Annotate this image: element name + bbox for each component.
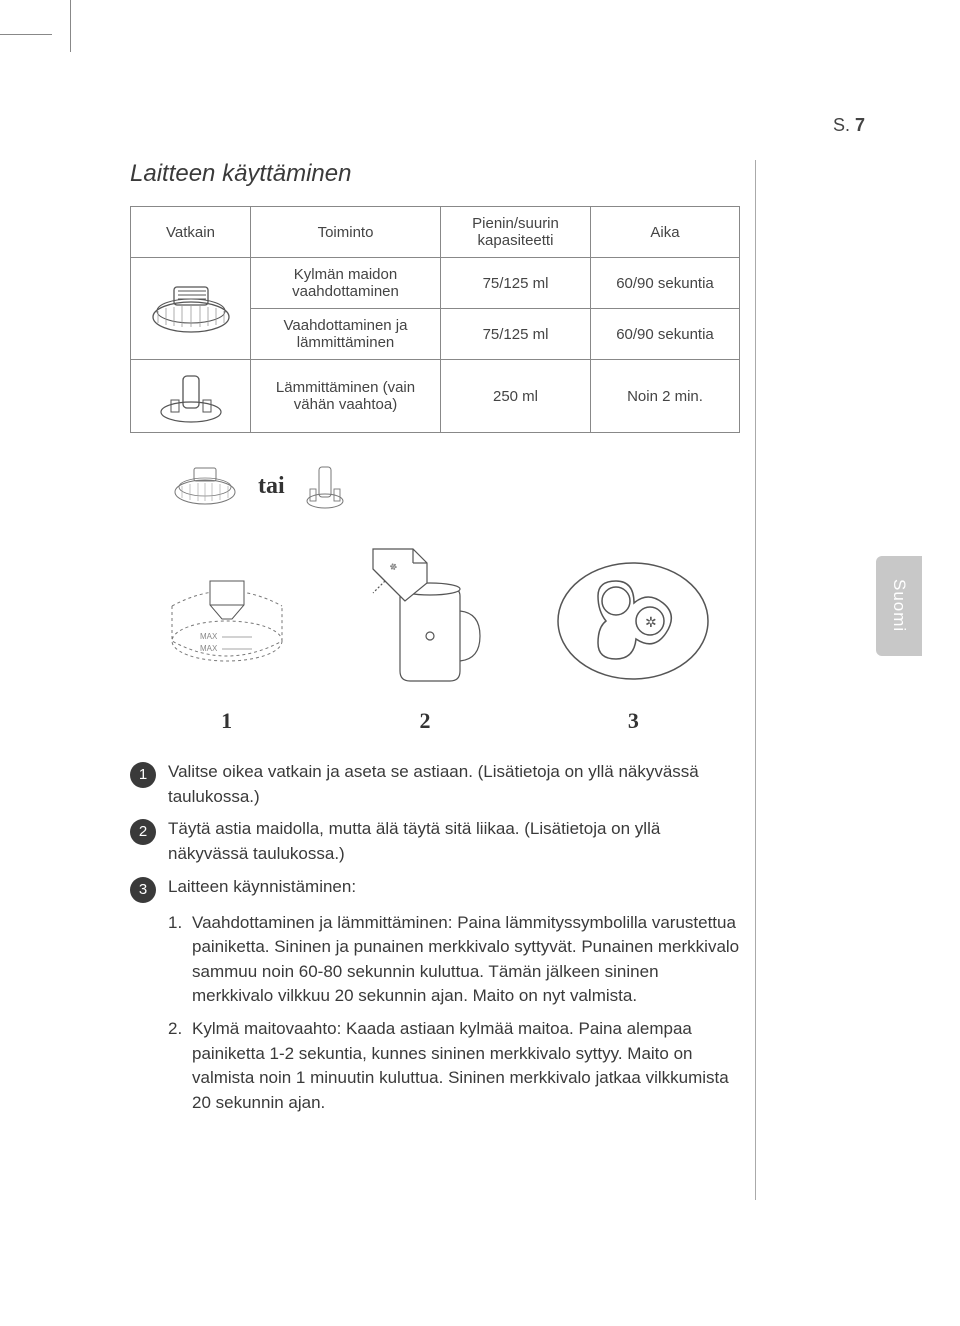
step1-illustration: MAX MAX (152, 561, 302, 691)
svg-text:MAX: MAX (200, 632, 218, 641)
column-divider (755, 160, 756, 1200)
step3-illustration: ✲ (548, 551, 718, 691)
step-number: 1 (152, 708, 302, 734)
substep-item: 1. Vaahdottaminen ja lämmittäminen: Pain… (168, 911, 740, 1010)
table-cell: 60/90 sekuntia (591, 258, 740, 309)
table-row: Lämmittäminen (vain vähän vaahtoa) 250 m… (131, 360, 740, 433)
step-bullet-2: 2 (130, 819, 156, 845)
step-item: 1 Valitse oikea vatkain ja aseta se asti… (130, 760, 740, 809)
table-header: Pienin/suurin kapasiteetti (441, 207, 591, 258)
page-number: S. 7 (833, 115, 865, 136)
svg-text:MAX: MAX (200, 644, 218, 653)
instruction-illustrations: MAX MAX 1 ✽ (130, 541, 740, 734)
table-cell: Noin 2 min. (591, 360, 740, 433)
table-header: Aika (591, 207, 740, 258)
table-header-row: Vatkain Toiminto Pienin/suurin kapasitee… (131, 207, 740, 258)
table-cell: Lämmittäminen (vain vähän vaahtoa) (251, 360, 441, 433)
table-cell: Vaahdottaminen ja lämmittäminen (251, 309, 441, 360)
step-number: 3 (548, 708, 718, 734)
table-cell: 75/125 ml (441, 309, 591, 360)
frother-whisk-icon (146, 281, 236, 337)
table-header: Vatkain (131, 207, 251, 258)
table-cell: 250 ml (441, 360, 591, 433)
whisk-icon-cell (131, 258, 251, 360)
heating-whisk-small-icon (303, 461, 347, 511)
step-bullet-3: 3 (130, 877, 156, 903)
frother-whisk-small-icon (170, 464, 240, 508)
heating-whisk-icon (151, 368, 231, 424)
step-bullet-1: 1 (130, 762, 156, 788)
whisk-choice-row: tai (130, 461, 740, 511)
whisk-icon-cell (131, 360, 251, 433)
table-row: Kylmän maidon vaahdottaminen 75/125 ml 6… (131, 258, 740, 309)
svg-text:✲: ✲ (645, 614, 657, 630)
step-item: 3 Laitteen käynnistäminen: (130, 875, 740, 903)
table-header: Toiminto (251, 207, 441, 258)
step-item: 2 Täytä astia maidolla, mutta älä täytä … (130, 817, 740, 866)
table-cell: 60/90 sekuntia (591, 309, 740, 360)
step2-illustration: ✽ (345, 541, 505, 691)
table-cell: 75/125 ml (441, 258, 591, 309)
capacity-table: Vatkain Toiminto Pienin/suurin kapasitee… (130, 206, 740, 433)
step-number: 2 (345, 708, 505, 734)
section-title: Laitteen käyttäminen (130, 160, 740, 188)
substeps: 1. Vaahdottaminen ja lämmittäminen: Pain… (168, 911, 740, 1116)
table-cell: Kylmän maidon vaahdottaminen (251, 258, 441, 309)
instruction-steps: 1 Valitse oikea vatkain ja aseta se asti… (130, 760, 740, 1116)
language-tab: Suomi (876, 556, 922, 656)
or-label: tai (258, 473, 285, 500)
substep-item: 2. Kylmä maitovaahto: Kaada astiaan kylm… (168, 1017, 740, 1116)
